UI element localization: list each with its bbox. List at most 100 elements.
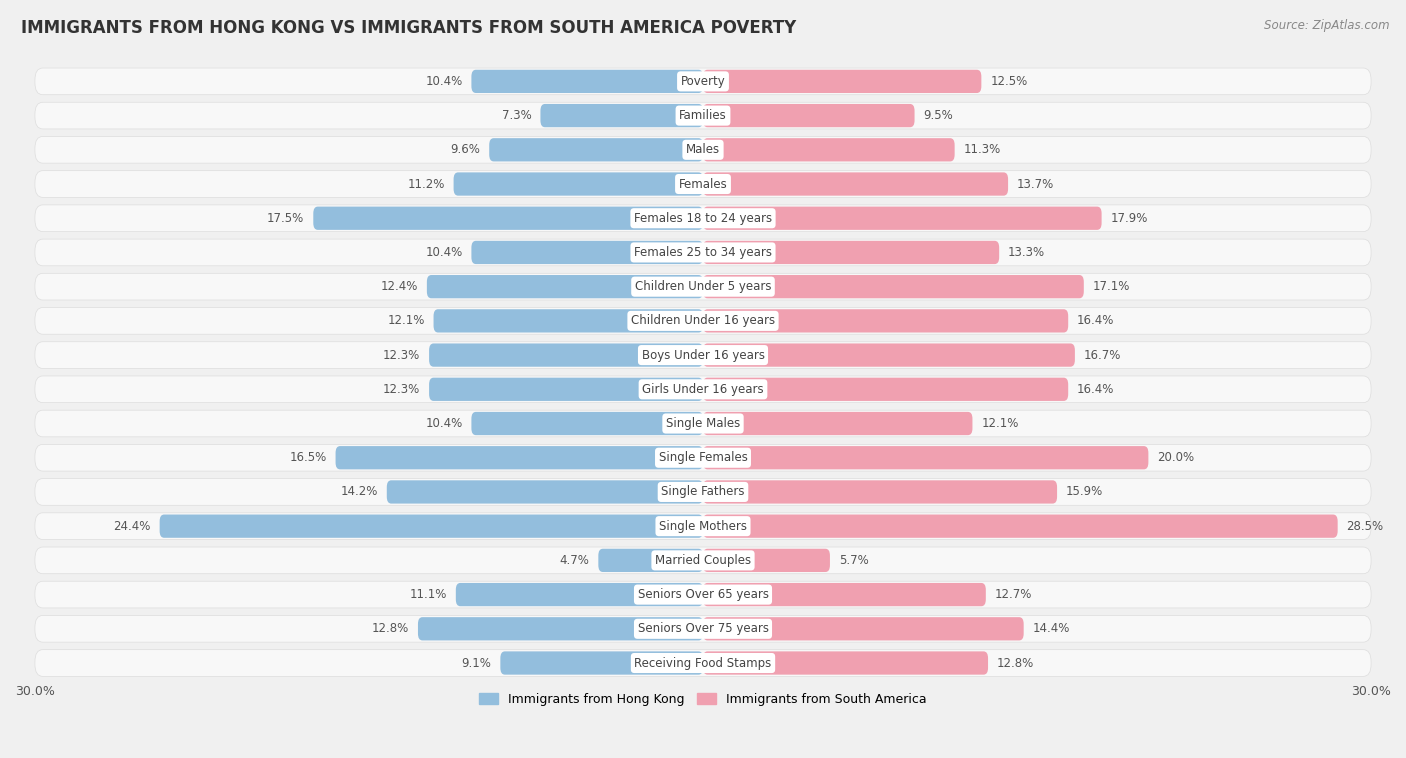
FancyBboxPatch shape — [703, 481, 1057, 503]
Text: 14.4%: 14.4% — [1032, 622, 1070, 635]
Text: 5.7%: 5.7% — [839, 554, 869, 567]
Text: 11.2%: 11.2% — [408, 177, 444, 190]
FancyBboxPatch shape — [35, 581, 1371, 608]
Text: 12.4%: 12.4% — [381, 280, 418, 293]
Text: IMMIGRANTS FROM HONG KONG VS IMMIGRANTS FROM SOUTH AMERICA POVERTY: IMMIGRANTS FROM HONG KONG VS IMMIGRANTS … — [21, 19, 796, 37]
FancyBboxPatch shape — [703, 549, 830, 572]
FancyBboxPatch shape — [35, 171, 1371, 197]
Text: Females: Females — [679, 177, 727, 190]
Text: 4.7%: 4.7% — [560, 554, 589, 567]
FancyBboxPatch shape — [703, 651, 988, 675]
Text: 16.5%: 16.5% — [290, 451, 326, 464]
FancyBboxPatch shape — [703, 446, 1149, 469]
Text: 16.4%: 16.4% — [1077, 383, 1115, 396]
Text: Children Under 5 years: Children Under 5 years — [634, 280, 772, 293]
Text: 24.4%: 24.4% — [114, 520, 150, 533]
FancyBboxPatch shape — [703, 104, 914, 127]
FancyBboxPatch shape — [35, 239, 1371, 266]
Text: Females 18 to 24 years: Females 18 to 24 years — [634, 211, 772, 224]
FancyBboxPatch shape — [703, 343, 1076, 367]
Text: 7.3%: 7.3% — [502, 109, 531, 122]
FancyBboxPatch shape — [471, 412, 703, 435]
Text: 12.3%: 12.3% — [382, 349, 420, 362]
FancyBboxPatch shape — [703, 309, 1069, 333]
FancyBboxPatch shape — [35, 478, 1371, 506]
Text: 17.5%: 17.5% — [267, 211, 304, 224]
FancyBboxPatch shape — [35, 205, 1371, 232]
Text: Boys Under 16 years: Boys Under 16 years — [641, 349, 765, 362]
Text: 17.9%: 17.9% — [1111, 211, 1147, 224]
FancyBboxPatch shape — [35, 102, 1371, 129]
Text: Females 25 to 34 years: Females 25 to 34 years — [634, 246, 772, 259]
FancyBboxPatch shape — [703, 172, 1008, 196]
Text: Families: Families — [679, 109, 727, 122]
Text: 10.4%: 10.4% — [425, 75, 463, 88]
Text: 10.4%: 10.4% — [425, 246, 463, 259]
FancyBboxPatch shape — [456, 583, 703, 606]
FancyBboxPatch shape — [703, 583, 986, 606]
FancyBboxPatch shape — [35, 376, 1371, 402]
FancyBboxPatch shape — [703, 70, 981, 93]
Text: 16.7%: 16.7% — [1084, 349, 1121, 362]
Text: Receiving Food Stamps: Receiving Food Stamps — [634, 656, 772, 669]
FancyBboxPatch shape — [703, 377, 1069, 401]
Text: 20.0%: 20.0% — [1157, 451, 1195, 464]
FancyBboxPatch shape — [703, 617, 1024, 641]
FancyBboxPatch shape — [540, 104, 703, 127]
Text: Seniors Over 65 years: Seniors Over 65 years — [637, 588, 769, 601]
FancyBboxPatch shape — [314, 207, 703, 230]
Legend: Immigrants from Hong Kong, Immigrants from South America: Immigrants from Hong Kong, Immigrants fr… — [474, 688, 932, 711]
FancyBboxPatch shape — [429, 343, 703, 367]
Text: 14.2%: 14.2% — [340, 485, 378, 499]
FancyBboxPatch shape — [703, 207, 1102, 230]
FancyBboxPatch shape — [703, 241, 1000, 264]
Text: Single Fathers: Single Fathers — [661, 485, 745, 499]
Text: 12.1%: 12.1% — [981, 417, 1019, 430]
Text: 12.8%: 12.8% — [371, 622, 409, 635]
Text: 16.4%: 16.4% — [1077, 315, 1115, 327]
FancyBboxPatch shape — [160, 515, 703, 537]
FancyBboxPatch shape — [599, 549, 703, 572]
Text: 12.7%: 12.7% — [994, 588, 1032, 601]
Text: 13.7%: 13.7% — [1017, 177, 1054, 190]
FancyBboxPatch shape — [471, 241, 703, 264]
Text: 9.1%: 9.1% — [461, 656, 492, 669]
Text: 9.6%: 9.6% — [450, 143, 481, 156]
Text: 12.5%: 12.5% — [990, 75, 1028, 88]
FancyBboxPatch shape — [418, 617, 703, 641]
Text: Males: Males — [686, 143, 720, 156]
FancyBboxPatch shape — [703, 412, 973, 435]
FancyBboxPatch shape — [501, 651, 703, 675]
FancyBboxPatch shape — [703, 138, 955, 161]
Text: 15.9%: 15.9% — [1066, 485, 1104, 499]
FancyBboxPatch shape — [471, 70, 703, 93]
FancyBboxPatch shape — [703, 275, 1084, 299]
Text: 11.1%: 11.1% — [409, 588, 447, 601]
FancyBboxPatch shape — [489, 138, 703, 161]
FancyBboxPatch shape — [35, 410, 1371, 437]
Text: 9.5%: 9.5% — [924, 109, 953, 122]
Text: Children Under 16 years: Children Under 16 years — [631, 315, 775, 327]
Text: 17.1%: 17.1% — [1092, 280, 1130, 293]
FancyBboxPatch shape — [35, 274, 1371, 300]
FancyBboxPatch shape — [35, 444, 1371, 471]
FancyBboxPatch shape — [35, 308, 1371, 334]
Text: Girls Under 16 years: Girls Under 16 years — [643, 383, 763, 396]
Text: Source: ZipAtlas.com: Source: ZipAtlas.com — [1264, 19, 1389, 32]
FancyBboxPatch shape — [35, 615, 1371, 642]
FancyBboxPatch shape — [454, 172, 703, 196]
Text: Poverty: Poverty — [681, 75, 725, 88]
Text: Single Females: Single Females — [658, 451, 748, 464]
FancyBboxPatch shape — [35, 650, 1371, 676]
Text: Seniors Over 75 years: Seniors Over 75 years — [637, 622, 769, 635]
FancyBboxPatch shape — [427, 275, 703, 299]
FancyBboxPatch shape — [336, 446, 703, 469]
FancyBboxPatch shape — [35, 513, 1371, 540]
Text: 12.3%: 12.3% — [382, 383, 420, 396]
Text: 12.1%: 12.1% — [387, 315, 425, 327]
Text: Married Couples: Married Couples — [655, 554, 751, 567]
FancyBboxPatch shape — [35, 342, 1371, 368]
FancyBboxPatch shape — [35, 547, 1371, 574]
FancyBboxPatch shape — [387, 481, 703, 503]
FancyBboxPatch shape — [433, 309, 703, 333]
